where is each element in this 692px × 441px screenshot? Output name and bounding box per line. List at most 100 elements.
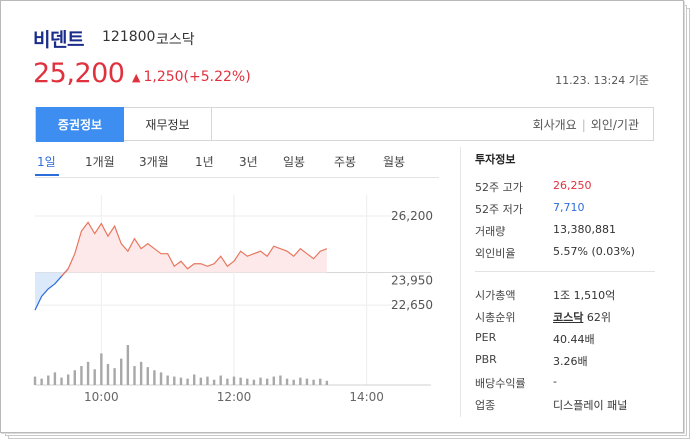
market-rank-value: 62위	[586, 311, 611, 324]
period-tab-3m[interactable]: 3개월	[139, 155, 169, 169]
price-area-below	[35, 268, 69, 311]
volume-bar	[86, 361, 90, 385]
volume-bar	[179, 377, 183, 385]
volume-bar	[73, 370, 76, 385]
info-label: 시총순위	[475, 311, 516, 324]
price-chart[interactable]: 26,200 23,950 22,650 10:00 12:00 14:00	[31, 187, 441, 407]
volume-bar	[60, 377, 63, 385]
volume-bar	[206, 376, 209, 385]
volume-bar	[325, 380, 329, 385]
tab-financial-info[interactable]: 재무정보	[124, 108, 212, 140]
volume-bar	[199, 377, 203, 385]
stock-name[interactable]: 비덴트	[33, 29, 84, 51]
volume-bar	[305, 378, 309, 385]
period-tab-monthly[interactable]: 월봉	[383, 155, 406, 169]
stock-card: 비덴트 121800 코스닥 25,200 ▲ 1,250(+5.22%) 11.…	[0, 0, 684, 433]
volume-bar	[47, 375, 50, 385]
info-label: 업종	[475, 399, 496, 412]
volume-bar	[80, 366, 83, 385]
x-tick-label: 12:00	[217, 390, 252, 404]
investment-info-title: 투자정보	[475, 153, 516, 166]
info-row-foreign-ratio: 외인비율 5.57% (0.03%)	[475, 245, 665, 263]
market-rank-link[interactable]: 코스닥	[553, 311, 584, 324]
info-value: 1조 1,510억	[553, 289, 616, 302]
volume-bar	[33, 376, 37, 385]
link-separator: |	[581, 118, 586, 132]
info-divider	[475, 271, 655, 272]
volume-bar	[265, 378, 269, 385]
volume-bar	[173, 376, 176, 385]
info-row-volume: 거래량 13,380,881	[475, 223, 665, 241]
period-tab-1d[interactable]: 1일	[37, 155, 56, 169]
volume-bar	[246, 378, 249, 385]
info-value: 40.44배	[553, 333, 595, 346]
x-tick-label: 10:00	[84, 390, 119, 404]
volume-bar	[53, 372, 57, 385]
volume-bar	[259, 377, 262, 385]
volume-bar	[40, 378, 43, 385]
period-tab-1m[interactable]: 1개월	[85, 155, 115, 169]
volume-bar	[133, 366, 136, 385]
info-tabbar: 증권정보 재무정보 회사개요 | 외인/기관	[35, 107, 654, 142]
volume-bar	[139, 361, 143, 385]
info-label: 거래량	[475, 225, 506, 238]
volume-bar	[126, 345, 130, 385]
volume-bar	[252, 379, 256, 385]
volume-bar	[153, 370, 156, 385]
info-label: PER	[475, 331, 497, 344]
price-area-above	[61, 222, 327, 277]
timestamp: 11.23. 13:24 기준	[555, 74, 649, 87]
info-label: 외인비율	[475, 247, 516, 260]
volume-bar	[100, 353, 103, 385]
period-tab-weekly[interactable]: 주봉	[334, 155, 357, 169]
company-overview-link[interactable]: 회사개요	[532, 118, 577, 132]
info-label: 시가총액	[475, 289, 516, 302]
volume-bar	[319, 378, 322, 385]
info-value: -	[553, 375, 557, 388]
price-change-value: 1,250(+5.22%)	[143, 69, 251, 85]
y-tick-label: 22,650	[391, 298, 433, 312]
volume-bar	[106, 363, 110, 385]
up-arrow-icon: ▲	[132, 71, 141, 84]
info-row-market-cap: 시가총액 1조 1,510억	[475, 287, 665, 305]
info-value: 3.26배	[553, 355, 588, 368]
current-price: 25,200	[33, 58, 125, 89]
info-value: 13,380,881	[553, 223, 616, 236]
volume-bar	[272, 376, 275, 385]
volume-bar	[93, 369, 96, 385]
volume-bar	[120, 358, 123, 385]
volume-bar	[193, 374, 196, 385]
volume-bar	[146, 367, 149, 385]
info-label: PBR	[475, 353, 497, 366]
period-tab-1y[interactable]: 1년	[195, 155, 214, 169]
investment-info-panel: 투자정보	[475, 151, 515, 175]
foreign-institution-link[interactable]: 외인/기관	[590, 118, 639, 132]
info-value: 코스닥 62위	[553, 309, 611, 325]
volume-bar	[113, 368, 116, 385]
volume-bar	[239, 377, 242, 385]
y-tick-label: 26,200	[391, 209, 433, 223]
volume-bar	[279, 375, 282, 385]
volume-bar	[219, 375, 222, 385]
volume-bar	[226, 378, 229, 385]
info-label: 배당수익률	[475, 377, 526, 390]
info-row-market-cap-rank: 시총순위 코스닥 62위	[475, 309, 665, 327]
volume-bar	[232, 376, 236, 385]
tab-securities-info[interactable]: 증권정보	[36, 107, 124, 142]
info-row-pbr: PBR 3.26배	[475, 353, 665, 371]
info-value: 디스플레이 패널	[553, 399, 628, 412]
volume-bar	[66, 374, 70, 385]
info-row-industry: 업종 디스플레이 패널	[475, 397, 665, 415]
price-line-above	[61, 221, 328, 277]
stock-code: 121800	[102, 29, 156, 45]
info-value: 7,710	[553, 201, 585, 214]
period-tabs-divider	[35, 177, 439, 178]
period-tab-3y[interactable]: 3년	[239, 155, 258, 169]
volume-bar	[292, 379, 295, 385]
volume-bar	[159, 372, 163, 385]
panel-divider	[460, 147, 461, 417]
volume-bar	[166, 375, 169, 385]
volume-bar	[212, 379, 216, 385]
y-tick-label: 23,950	[391, 274, 433, 288]
period-tab-daily[interactable]: 일봉	[283, 155, 306, 169]
